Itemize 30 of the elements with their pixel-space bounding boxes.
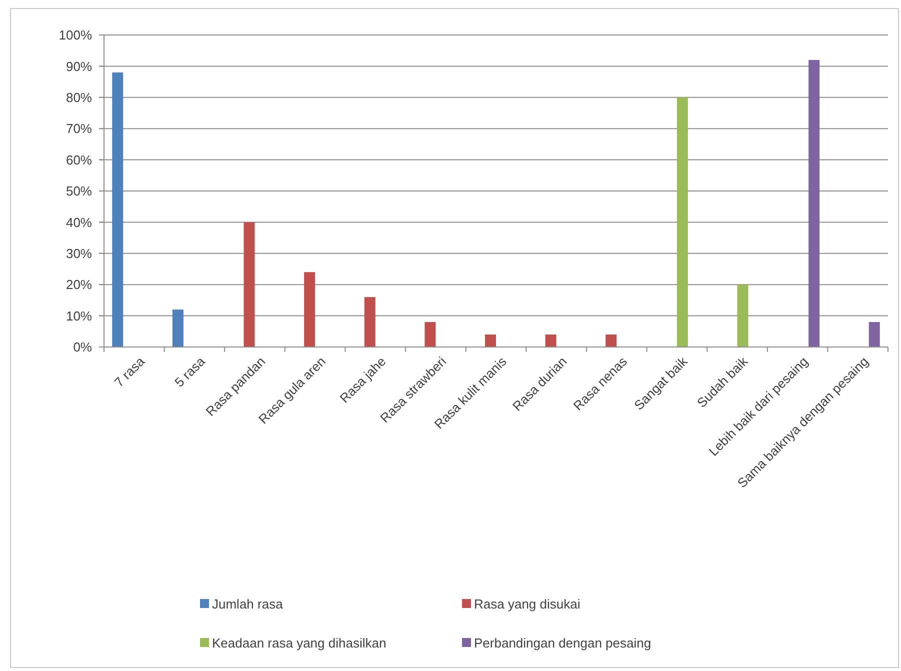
legend-label: Perbandingan dengan pesaing	[474, 636, 652, 651]
bar	[304, 272, 316, 347]
y-tick-label: 20%	[66, 277, 92, 292]
bar	[737, 284, 748, 347]
x-tick-label: 5 rasa	[172, 353, 208, 390]
y-tick-label: 100%	[58, 28, 92, 43]
legend-label: Rasa yang disukai	[474, 596, 580, 612]
bar	[808, 60, 820, 347]
y-tick-label: 60%	[66, 152, 92, 168]
y-tick-label: 30%	[66, 246, 92, 261]
y-tick-label: 0%	[73, 340, 92, 355]
bar	[364, 297, 376, 347]
y-tick-label: 80%	[66, 90, 92, 105]
bar	[424, 322, 436, 347]
y-tick-label: 70%	[66, 121, 92, 136]
y-tick-label: 40%	[66, 214, 92, 230]
bar	[112, 72, 124, 347]
y-tick-label: 10%	[66, 308, 92, 324]
x-tick-label: 7 rasa	[111, 353, 148, 390]
y-tick-label: 90%	[66, 58, 92, 74]
legend-label: Keadaan rasa yang dihasilkan	[212, 636, 386, 651]
legend-label: Jumlah rasa	[212, 596, 284, 612]
bar	[606, 334, 617, 347]
bar	[868, 322, 880, 347]
bar	[484, 334, 496, 347]
y-tick-label: 50%	[66, 184, 92, 199]
bar	[545, 334, 556, 347]
bar	[244, 222, 255, 347]
bar	[172, 310, 184, 347]
bar	[676, 97, 688, 347]
